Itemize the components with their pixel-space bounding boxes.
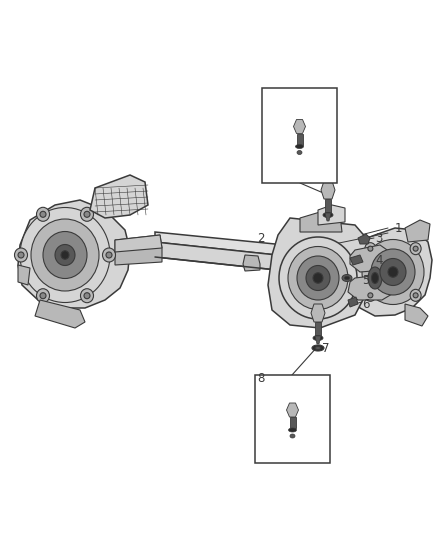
Ellipse shape <box>365 289 376 301</box>
Ellipse shape <box>31 219 99 291</box>
Ellipse shape <box>18 252 24 258</box>
Polygon shape <box>90 175 148 218</box>
Ellipse shape <box>102 248 116 262</box>
Ellipse shape <box>371 272 378 284</box>
Ellipse shape <box>368 267 382 289</box>
Polygon shape <box>110 178 138 200</box>
Polygon shape <box>321 181 335 199</box>
Ellipse shape <box>368 246 373 251</box>
Ellipse shape <box>290 434 295 438</box>
Polygon shape <box>243 255 260 271</box>
Polygon shape <box>350 245 392 272</box>
Polygon shape <box>348 275 392 300</box>
Polygon shape <box>35 300 85 328</box>
Ellipse shape <box>313 335 323 341</box>
Polygon shape <box>405 304 428 326</box>
Polygon shape <box>95 185 130 208</box>
Ellipse shape <box>81 289 93 303</box>
Polygon shape <box>18 265 30 285</box>
Ellipse shape <box>380 259 406 286</box>
Polygon shape <box>325 199 331 213</box>
Ellipse shape <box>342 274 352 281</box>
Text: 7: 7 <box>322 342 329 354</box>
Polygon shape <box>315 322 321 336</box>
Ellipse shape <box>40 293 46 298</box>
Ellipse shape <box>296 144 304 149</box>
Polygon shape <box>405 220 430 242</box>
Ellipse shape <box>413 246 418 251</box>
Ellipse shape <box>279 237 357 319</box>
Ellipse shape <box>289 428 297 432</box>
Polygon shape <box>155 242 305 273</box>
Ellipse shape <box>410 289 421 301</box>
Polygon shape <box>315 336 321 344</box>
Ellipse shape <box>106 252 112 258</box>
Ellipse shape <box>36 289 49 303</box>
Polygon shape <box>297 133 303 144</box>
Bar <box>262 88 337 183</box>
Polygon shape <box>18 200 130 308</box>
Ellipse shape <box>40 211 46 217</box>
Ellipse shape <box>371 249 415 295</box>
Ellipse shape <box>61 251 69 259</box>
Ellipse shape <box>362 239 424 304</box>
Ellipse shape <box>297 150 302 155</box>
Polygon shape <box>350 228 432 316</box>
Polygon shape <box>268 218 372 328</box>
Ellipse shape <box>306 265 330 290</box>
Ellipse shape <box>84 293 90 298</box>
Polygon shape <box>115 235 162 265</box>
Ellipse shape <box>323 213 333 217</box>
Bar <box>255 375 330 463</box>
Polygon shape <box>286 403 299 417</box>
Ellipse shape <box>14 248 28 262</box>
Polygon shape <box>325 213 331 221</box>
Polygon shape <box>290 417 296 428</box>
Ellipse shape <box>36 207 49 221</box>
Ellipse shape <box>413 293 418 298</box>
Text: 1: 1 <box>395 222 403 235</box>
Ellipse shape <box>84 211 90 217</box>
Ellipse shape <box>20 207 110 303</box>
Ellipse shape <box>288 246 348 310</box>
Ellipse shape <box>368 293 373 298</box>
Ellipse shape <box>345 276 350 280</box>
Text: 5: 5 <box>362 273 369 287</box>
Ellipse shape <box>43 231 87 279</box>
Ellipse shape <box>315 346 321 350</box>
Ellipse shape <box>55 245 75 265</box>
Polygon shape <box>358 234 370 244</box>
Ellipse shape <box>410 243 421 255</box>
Polygon shape <box>311 304 325 322</box>
Polygon shape <box>318 205 345 225</box>
Polygon shape <box>155 232 305 258</box>
Text: 6: 6 <box>362 298 370 311</box>
Polygon shape <box>300 212 342 232</box>
Ellipse shape <box>365 243 376 255</box>
Ellipse shape <box>297 256 339 300</box>
Ellipse shape <box>313 273 323 283</box>
Polygon shape <box>115 235 162 252</box>
Polygon shape <box>293 119 305 133</box>
Text: 4: 4 <box>375 254 382 266</box>
Text: 3: 3 <box>375 231 382 245</box>
Text: 2: 2 <box>257 231 265 245</box>
Polygon shape <box>348 297 358 307</box>
Ellipse shape <box>312 345 324 351</box>
Ellipse shape <box>388 266 398 277</box>
Text: 8: 8 <box>257 372 265 384</box>
Ellipse shape <box>81 207 93 221</box>
Polygon shape <box>350 255 363 265</box>
